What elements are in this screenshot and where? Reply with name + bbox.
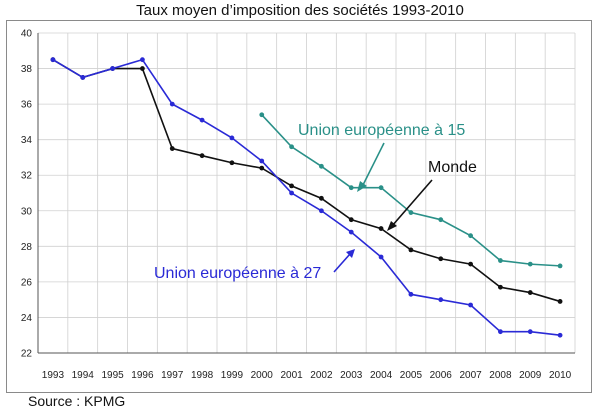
axes: 22 24 26 28 30 32 34 36 38 40 1993 1994 1995 1996 1997… xyxy=(21,29,575,381)
x-tick-label: 2002 xyxy=(310,370,333,381)
y-tick-label: 34 xyxy=(21,135,33,146)
arrow-ue15 xyxy=(361,142,385,188)
data-point-2 xyxy=(438,297,444,303)
arrow-monde-head xyxy=(387,221,397,231)
data-point-2 xyxy=(229,135,235,141)
x-tick-label: 1994 xyxy=(72,370,95,381)
x-tick-label: 2000 xyxy=(251,370,274,381)
x-tick-label: 1998 xyxy=(191,370,214,381)
data-point-1 xyxy=(527,290,533,295)
x-tick-label: 2001 xyxy=(280,370,303,381)
data-point-2 xyxy=(199,117,205,123)
x-tick-label: 1999 xyxy=(221,370,244,381)
x-tick-label: 2006 xyxy=(430,370,453,381)
x-tick-label: 1996 xyxy=(131,370,154,381)
data-point-1 xyxy=(169,146,175,151)
arrow-ue27 xyxy=(333,253,351,273)
arrow-ue27-head xyxy=(346,249,355,258)
y-tick-label: 36 xyxy=(21,100,33,111)
x-tick-label: 2003 xyxy=(340,370,363,381)
data-point-2 xyxy=(289,190,294,196)
data-point-1 xyxy=(378,226,384,231)
series-line-1 xyxy=(52,58,561,303)
data-point-0 xyxy=(378,185,384,191)
data-point-1 xyxy=(557,299,563,304)
y-tick-label: 24 xyxy=(21,313,33,324)
data-point-0 xyxy=(557,263,563,269)
data-point-0 xyxy=(348,185,354,191)
y-tick-label: 28 xyxy=(21,242,33,253)
data-point-2 xyxy=(468,302,473,308)
arrow-ue15-head xyxy=(357,181,367,192)
y-tick-label: 22 xyxy=(21,349,33,360)
data-point-2 xyxy=(378,254,384,260)
data-point-2 xyxy=(527,329,533,335)
data-point-2 xyxy=(408,291,414,297)
data-point-2 xyxy=(498,329,503,335)
data-point-2 xyxy=(80,75,86,80)
data-point-1 xyxy=(140,66,145,71)
data-point-1 xyxy=(468,261,473,267)
data-point-0 xyxy=(438,217,444,223)
data-point-0 xyxy=(498,258,503,263)
x-tick-label: 2004 xyxy=(370,370,393,381)
x-tick-label: 2008 xyxy=(489,370,512,381)
label-monde: Monde xyxy=(428,159,477,176)
data-point-2 xyxy=(110,66,115,71)
x-tick-label: 1995 xyxy=(101,370,124,381)
data-point-1 xyxy=(229,160,235,166)
x-tick-label: 1997 xyxy=(161,370,184,381)
data-point-0 xyxy=(319,163,324,169)
arrow-monde xyxy=(391,179,433,227)
data-point-0 xyxy=(468,233,473,239)
data-point-0 xyxy=(527,261,533,267)
data-point-1 xyxy=(319,195,324,201)
data-point-1 xyxy=(408,247,414,253)
y-tick-label: 38 xyxy=(21,64,33,75)
data-point-1 xyxy=(438,256,444,262)
data-point-0 xyxy=(259,112,265,118)
annotations: Union européenne à 15 Monde Union europé… xyxy=(154,122,477,282)
grid xyxy=(37,32,576,354)
series-line-2 xyxy=(52,58,561,337)
data-point-2 xyxy=(557,332,563,338)
x-tick-label: 2005 xyxy=(400,370,423,381)
data-point-1 xyxy=(498,284,503,290)
source-note: Source : KPMG xyxy=(28,393,126,409)
data-point-2 xyxy=(50,57,56,63)
y-tick-label: 30 xyxy=(21,206,33,217)
data-point-2 xyxy=(140,57,145,63)
series-layer xyxy=(50,57,563,338)
y-tick-label: 40 xyxy=(21,29,33,40)
chart-frame xyxy=(6,20,592,393)
x-tick-label: 2010 xyxy=(549,370,572,381)
label-ue15: Union européenne à 15 xyxy=(298,122,465,139)
data-point-2 xyxy=(319,208,324,214)
label-ue27: Union européenne à 27 xyxy=(154,265,321,282)
data-point-1 xyxy=(289,183,294,189)
x-tick-label: 2009 xyxy=(519,370,542,381)
y-tick-label: 26 xyxy=(21,277,33,288)
data-point-1 xyxy=(199,153,205,159)
data-point-1 xyxy=(348,217,354,223)
y-tick-label: 32 xyxy=(21,171,33,182)
data-point-2 xyxy=(169,101,175,107)
x-tick-label: 1993 xyxy=(42,370,65,381)
data-point-1 xyxy=(259,165,265,171)
data-point-2 xyxy=(348,229,354,235)
data-point-0 xyxy=(408,210,414,215)
chart-title: Taux moyen d’imposition des sociétés 199… xyxy=(136,2,464,19)
data-point-2 xyxy=(259,158,265,164)
data-point-0 xyxy=(289,144,294,150)
x-tick-label: 2007 xyxy=(459,370,482,381)
